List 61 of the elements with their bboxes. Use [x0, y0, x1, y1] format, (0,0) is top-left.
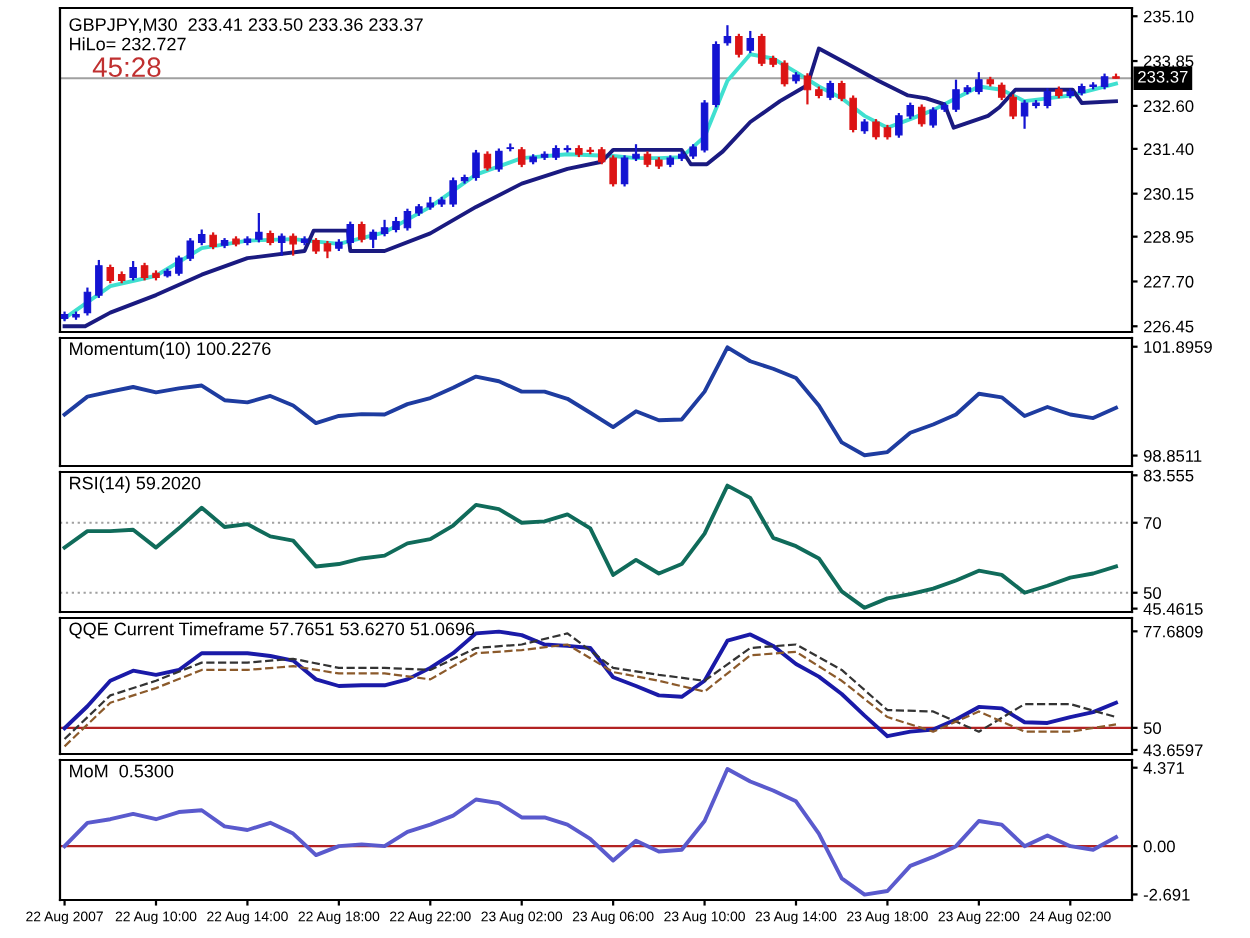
candlestick: [289, 232, 297, 257]
candlestick: [403, 207, 412, 232]
candlestick: [357, 220, 366, 244]
y-tick-label: 235.10: [1143, 10, 1194, 23]
candlestick: [277, 232, 286, 257]
candlestick: [620, 154, 629, 188]
chart-title: RSI(14) 59.2020: [70, 476, 201, 494]
chart-title: Momentum(10) 100.2276: [70, 341, 271, 359]
chart-title: QQE Current Timeframe 57.7651 53.6270 51.0696: [69, 622, 475, 639]
candlestick: [723, 24, 732, 47]
annotation: 45:28: [92, 57, 161, 77]
y-tick-label: 50: [1143, 587, 1161, 599]
candlestick: [826, 79, 835, 102]
chart-title: GBPJPY,M30 233.41 233.50 233.36 233.37: [69, 18, 423, 34]
y-tick-label: 83.555: [1143, 469, 1194, 482]
candlestick: [975, 71, 983, 96]
y-tick-label: 45.4615: [1143, 603, 1203, 615]
candlestick: [95, 258, 103, 300]
y-tick-label: 43.6597: [1143, 744, 1203, 757]
y-tick-label: 228.95: [1143, 231, 1194, 243]
candlestick: [780, 59, 789, 88]
y-tick-label: 226.45: [1143, 320, 1194, 333]
candlestick: [472, 148, 480, 182]
y-tick-label: 50: [1143, 722, 1161, 735]
candlestick: [929, 106, 937, 129]
candlestick: [369, 228, 377, 250]
y-tick-label: 98.8511: [1143, 449, 1202, 462]
candlestick: [746, 29, 755, 55]
candlestick: [83, 286, 92, 317]
candlestick: [700, 99, 709, 154]
candlestick: [952, 78, 960, 114]
y-tick-label: 231.40: [1143, 143, 1194, 156]
candlestick: [872, 118, 880, 141]
line-series: [62, 345, 1118, 458]
candlestick: [803, 72, 812, 106]
candlestick: [255, 211, 263, 244]
candlestick: [1043, 87, 1052, 110]
y-tick-label: 232.60: [1143, 100, 1194, 113]
y-tick-label: 70: [1143, 517, 1161, 529]
chart-title: MoM 0.5300: [70, 764, 174, 778]
annotation: HiLo= 232.727: [70, 37, 186, 51]
candlestick: [563, 144, 572, 154]
candlestick: [495, 147, 503, 173]
candlestick: [735, 32, 743, 59]
y-tick-label: 4.371: [1143, 762, 1185, 774]
y-tick-label: 227.70: [1143, 275, 1194, 288]
y-tick-label: -2.691: [1143, 888, 1190, 901]
line-series: [62, 767, 1118, 897]
y-tick-label: 230.15: [1143, 188, 1194, 200]
candlestick: [483, 150, 492, 172]
line-series: [63, 643, 1118, 748]
y-tick-label: 0.00: [1143, 840, 1175, 853]
candlestick: [106, 263, 115, 285]
candlestick: [1020, 99, 1029, 130]
y-tick-label: 101.8959: [1144, 341, 1212, 353]
candlestick: [917, 103, 926, 128]
y-tick-label: 233.85: [1143, 55, 1194, 68]
candlestick: [517, 145, 526, 169]
y-tick-label: 77.6809: [1143, 625, 1203, 638]
candlestick: [129, 259, 137, 282]
ref-line-label: 233.37: [1138, 70, 1188, 83]
